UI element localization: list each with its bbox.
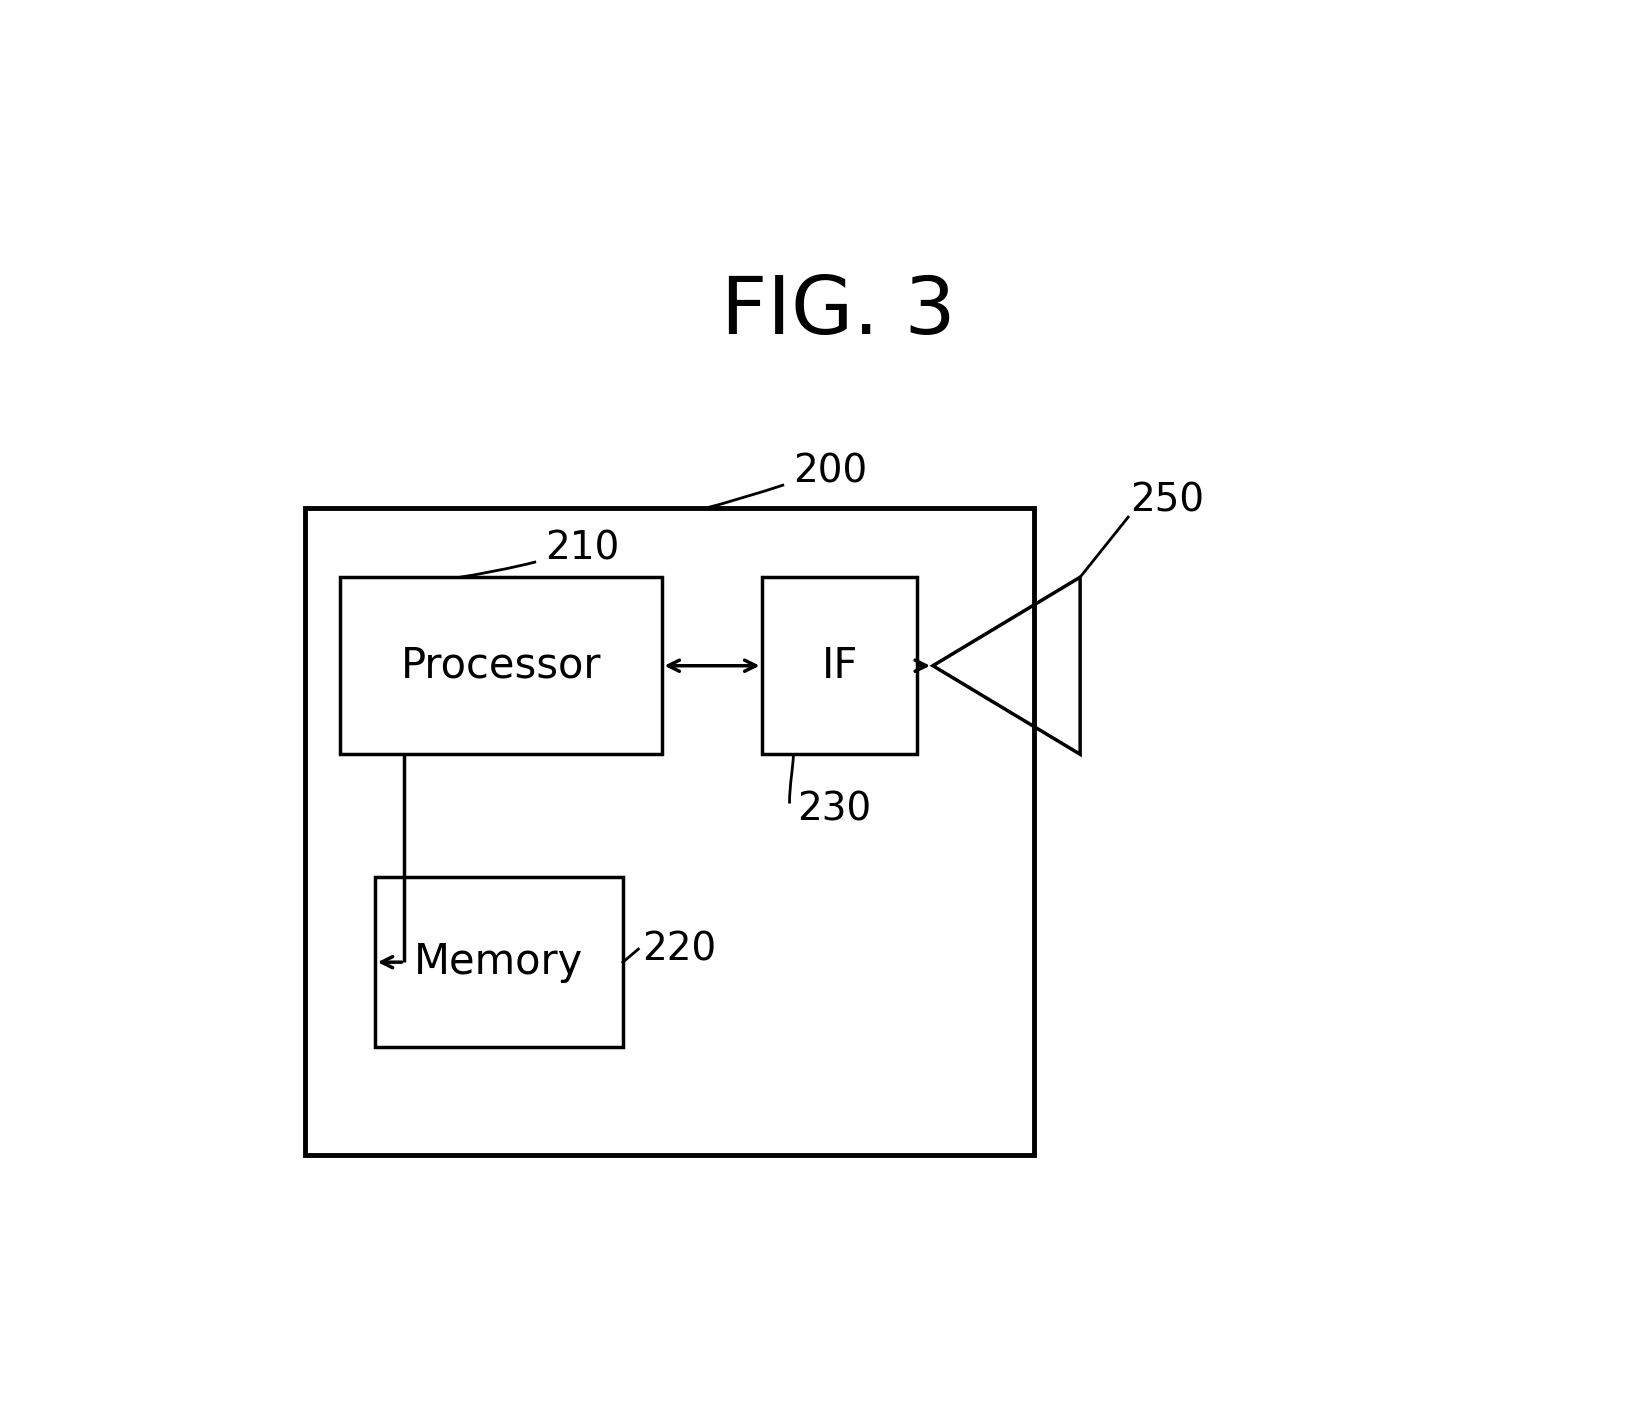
Text: FIG. 3: FIG. 3 [721,272,955,351]
Bar [306,507,1033,1155]
Text: 250: 250 [1130,482,1205,519]
Text: 230: 230 [798,790,871,828]
Text: IF: IF [822,645,858,686]
Text: 220: 220 [643,930,716,968]
Text: Memory: Memory [414,941,584,983]
Text: Processor: Processor [401,645,602,686]
Text: 210: 210 [546,530,620,568]
Bar [762,578,917,754]
Bar [340,578,662,754]
Text: 200: 200 [793,452,868,490]
Bar [374,878,623,1047]
